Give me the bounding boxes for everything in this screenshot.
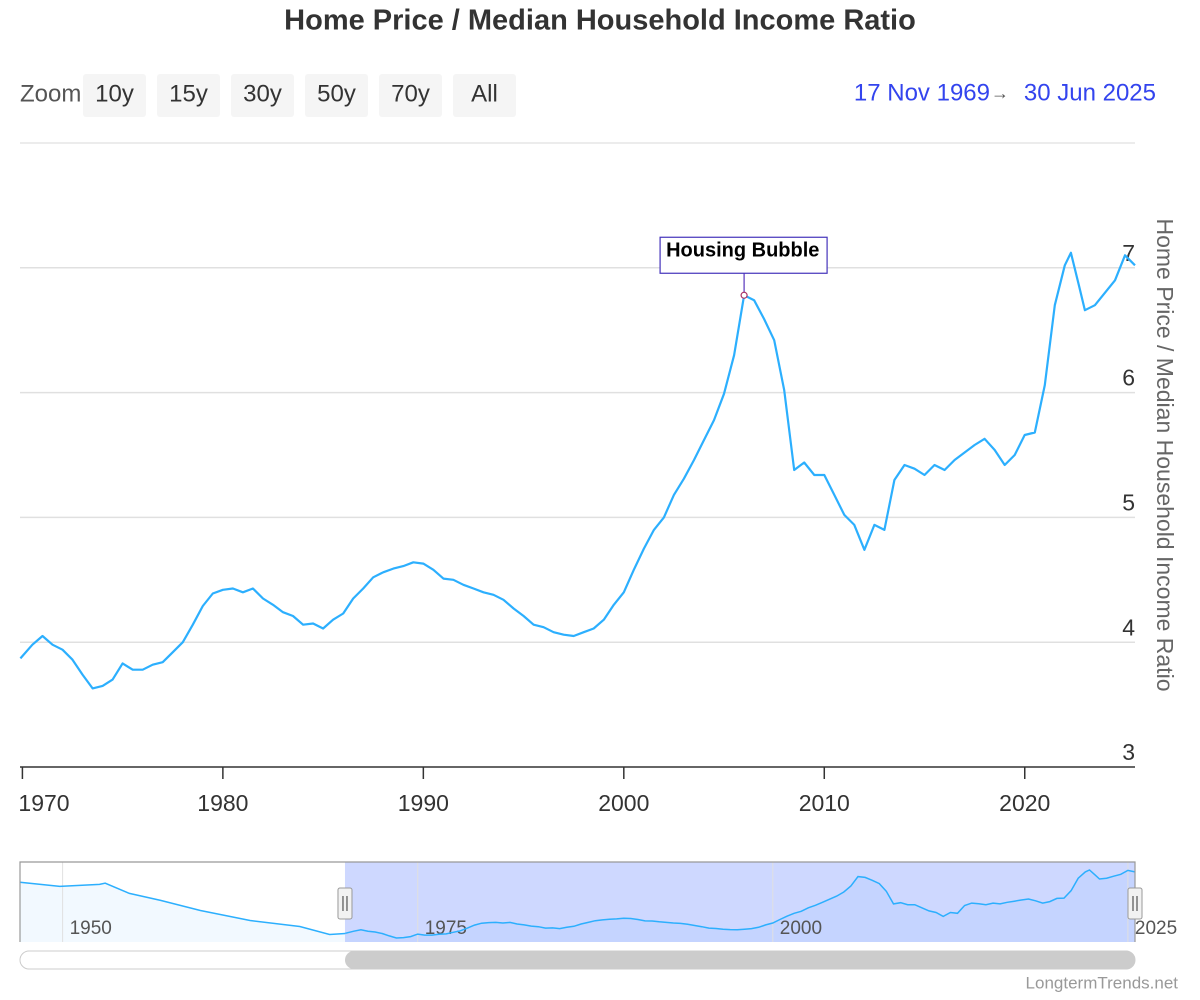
x-tick-label: 1990 [398,790,449,816]
zoom-button[interactable]: 10y [83,74,146,117]
x-tick-label: 1980 [197,790,248,816]
credit: LongtermTrends.net [1026,973,1179,992]
navigator-tick-label: 2000 [780,918,822,939]
zoom-button-bg[interactable] [305,74,368,117]
navigator-handle-body[interactable] [337,887,353,920]
range-separator: → [991,83,1009,103]
x-tick-label: 2020 [999,790,1050,816]
y-tick-label: 5 [1122,489,1135,515]
zoom-button-bg[interactable] [379,74,442,117]
zoom-label: Zoom [20,80,81,107]
zoom-button-label[interactable]: 50y [317,80,356,107]
y-tick-label: 3 [1122,739,1135,765]
annotation-box [659,236,828,274]
zoom-button-bg[interactable] [83,74,146,117]
navigator-handle[interactable] [337,887,353,920]
navigator-area [20,882,346,942]
zoom-button-label[interactable]: 30y [243,80,282,107]
navigator-handle-body[interactable] [1127,887,1143,920]
zoom-button-bg[interactable] [231,74,294,117]
data-line [19,251,1136,690]
zoom-button-bg[interactable] [157,74,220,117]
x-tick-label: 2000 [598,790,649,816]
chart-title: Home Price / Median Household Income Rat… [284,5,916,37]
zoom-button-bg[interactable] [453,74,516,117]
zoom-button[interactable]: All [453,74,516,117]
navigator-tick-label: 1950 [70,918,112,939]
range-from: 17 Nov 1969 [854,79,990,106]
navigator-tick-label: 1975 [425,918,467,939]
navigator-line [19,881,346,936]
annotation-point [740,291,748,299]
navigator-handle[interactable] [1127,887,1143,920]
zoom-button-label[interactable]: All [471,80,498,107]
range-to: 30 Jun 2025 [1024,79,1156,106]
y-tick-label: 7 [1122,240,1135,266]
zoom-button[interactable]: 15y [157,74,220,117]
y-tick-label: 6 [1122,365,1135,391]
x-tick-label: 1970 [18,790,69,816]
zoom-button[interactable]: 50y [305,74,368,117]
zoom-button-label[interactable]: 10y [95,80,134,107]
zoom-button-label[interactable]: 70y [391,80,430,107]
zoom-button[interactable]: 30y [231,74,294,117]
y-tick-label: 4 [1122,614,1135,640]
navigator-selection [344,862,1136,942]
annotation-label: Housing Bubble [666,240,819,262]
navigator-line [345,869,1136,939]
navigator-area [345,870,1135,942]
y-axis-title: Home Price / Median Household Income Rat… [1152,218,1178,691]
x-tick-label: 2010 [799,790,850,816]
scrollbar-thumb[interactable] [344,951,1136,969]
zoom-button-label[interactable]: 15y [169,80,208,107]
navigator-tick-label: 2025 [1135,918,1177,939]
zoom-button[interactable]: 70y [379,74,442,117]
